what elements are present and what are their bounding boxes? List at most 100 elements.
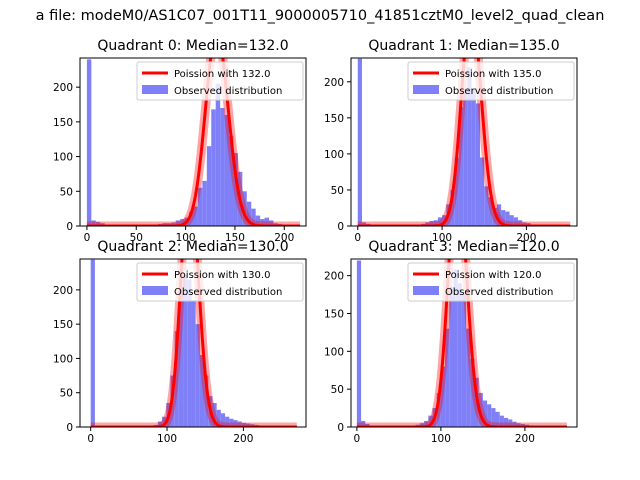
histogram-bar: [516, 423, 521, 427]
histogram-bar: [157, 421, 163, 427]
y-tick-label: 200: [53, 82, 73, 94]
histogram-bar: [429, 220, 434, 226]
quadrant-panel: 0 50 100 150 200 0 50 100 150 200 Poission with 13…: [53, 38, 307, 244]
histogram-bar: [86, 59, 92, 226]
axes-frame: [79, 258, 307, 428]
x-tick-label: 200: [233, 433, 253, 445]
histogram-bar: [522, 222, 527, 226]
histogram-bar: [251, 208, 256, 226]
x-tick-label: 0: [87, 433, 94, 445]
histogram-bar: [457, 283, 462, 427]
histogram-bar: [492, 207, 497, 226]
y-tick-label: 100: [53, 152, 73, 164]
histogram-bar: [424, 420, 429, 427]
histogram-bar: [178, 293, 184, 427]
histogram-bar: [509, 215, 514, 226]
histogram-bar: [211, 109, 216, 226]
legend-swatch-hist: [413, 286, 439, 295]
histogram-bar: [428, 415, 433, 427]
y-tick-label: 0: [337, 422, 344, 434]
plot-area: [354, 58, 574, 226]
y-tick-label: 150: [53, 117, 73, 129]
histogram-bar: [470, 358, 475, 427]
histogram-bar: [361, 420, 366, 427]
y-tick-label: 200: [324, 77, 344, 89]
histogram-bar: [357, 58, 362, 226]
histogram-bar: [466, 328, 471, 427]
legend-label-hist: Observed distribution: [174, 287, 282, 298]
histogram-bar: [212, 403, 217, 427]
histogram-bar: [449, 287, 454, 427]
histogram-bar: [361, 222, 367, 226]
histogram-bar: [496, 204, 502, 226]
histogram-bar: [174, 331, 179, 427]
x-tick-label: 0: [354, 433, 361, 445]
histogram-bar: [268, 220, 274, 226]
histogram-bar: [484, 186, 489, 226]
x-tick-label: 100: [176, 232, 196, 244]
histogram-bar: [425, 222, 430, 226]
y-tick-label: 0: [66, 221, 73, 233]
histogram-bar: [171, 222, 176, 226]
histogram-bar: [193, 206, 198, 226]
y-tick-label: 100: [324, 346, 344, 358]
x-tick-label: 100: [157, 433, 177, 445]
histogram-bar: [233, 153, 238, 226]
histogram-bar: [501, 210, 506, 226]
legend-frame: [136, 61, 304, 101]
histogram-bar: [482, 400, 488, 427]
histogram-bar: [517, 220, 523, 226]
histogram-bar: [225, 416, 230, 427]
legend-label-fit: Poission with 120.0: [445, 270, 541, 281]
legend-frame: [407, 262, 575, 302]
histogram-bar: [508, 419, 513, 427]
x-tick-label: 0: [84, 232, 91, 244]
axes-frame: [350, 57, 578, 227]
histogram-bar: [512, 421, 517, 427]
subplot-title: Quadrant 2: Median=130.0: [97, 239, 288, 255]
x-tick-label: 0: [354, 232, 361, 244]
histogram-bar: [480, 157, 485, 226]
histogram-bar: [461, 294, 467, 427]
histogram-bar: [224, 114, 230, 226]
y-tick-label: 50: [60, 388, 73, 400]
subplot-title: Quadrant 1: Median=135.0: [368, 38, 559, 54]
histogram-bar: [229, 418, 234, 427]
y-tick-label: 0: [66, 422, 73, 434]
histogram-bar: [495, 411, 500, 427]
figure-suptitle: a file: modeM0/AS1C07_001T11_9000005710_…: [36, 8, 605, 24]
legend: Poission with 120.0 Observed distribution: [407, 262, 575, 302]
histogram-bar: [365, 423, 370, 427]
subplot-grid: 0 50 100 150 200 0 50 100 150 200 Poission with 13…: [53, 38, 578, 445]
x-tick-label: 200: [516, 232, 536, 244]
legend-label-fit: Poission with 130.0: [174, 270, 270, 281]
histogram-bar: [195, 324, 200, 427]
histogram-bar: [95, 221, 101, 226]
x-tick-label: 100: [431, 433, 451, 445]
subplot-title: Quadrant 0: Median=132.0: [97, 38, 288, 54]
histogram-bar: [241, 422, 247, 427]
histogram-bar: [180, 219, 185, 226]
legend: Poission with 135.0 Observed distribution: [407, 61, 575, 101]
histogram-bar: [520, 423, 525, 427]
histogram-bar: [436, 392, 441, 427]
histogram-bar: [220, 107, 225, 226]
histogram-bar: [453, 269, 458, 427]
legend: Poission with 132.0 Observed distribution: [136, 61, 304, 101]
histogram-bar: [437, 217, 443, 226]
histogram-bar: [162, 416, 167, 427]
histogram-bar: [440, 366, 446, 427]
y-tick-label: 150: [53, 319, 73, 331]
legend-label-hist: Observed distribution: [445, 287, 553, 298]
histogram-bar: [206, 146, 212, 226]
y-tick-label: 50: [60, 186, 73, 198]
quadrant-panel: 0 100 200 0 50 100 150 200 Poission with 120.0 Ob…: [324, 239, 578, 445]
y-tick-label: 100: [53, 353, 73, 365]
histogram-bar: [187, 279, 192, 427]
legend-frame: [407, 61, 575, 101]
histogram-bar: [189, 212, 194, 226]
histogram-bar: [419, 423, 425, 427]
legend: Poission with 130.0 Observed distribution: [136, 262, 304, 302]
subplot-title: Quadrant 3: Median=120.0: [368, 239, 559, 255]
histogram-bar: [450, 189, 455, 226]
